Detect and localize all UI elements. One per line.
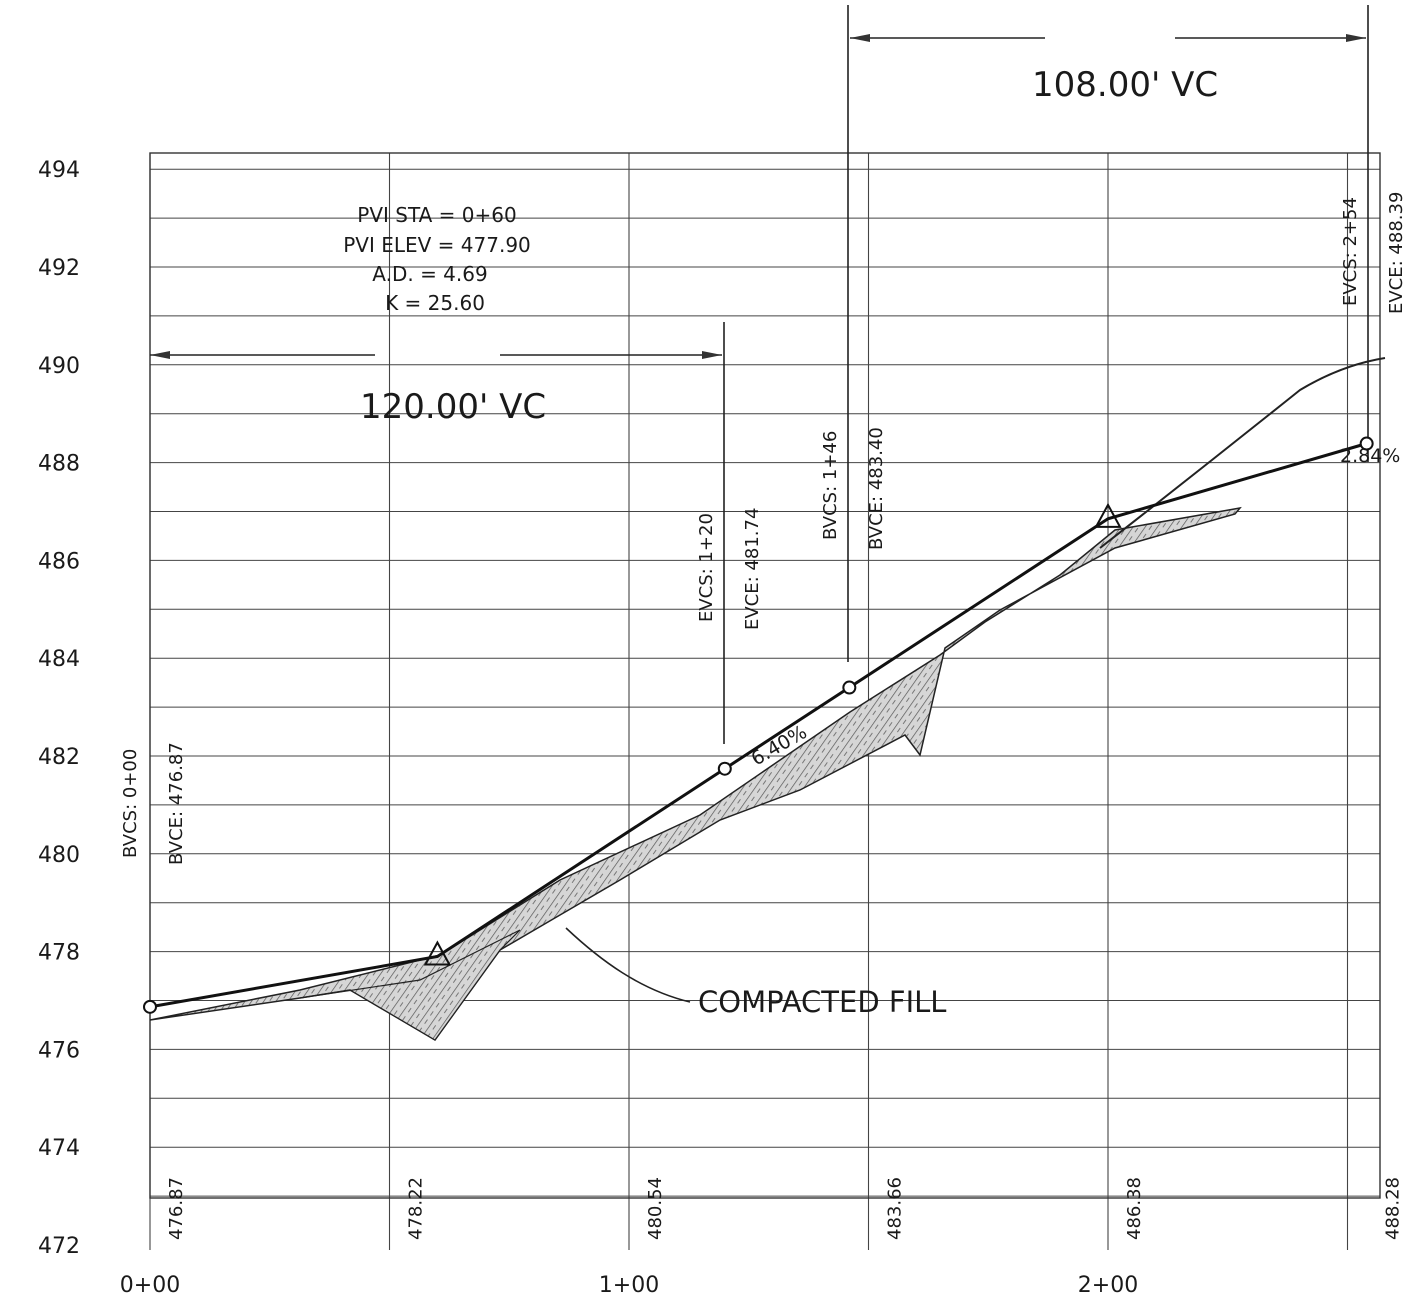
y-tick-label: 494 xyxy=(38,158,80,183)
x-tick-label: 1+00 xyxy=(599,1273,659,1298)
y-tick-label: 474 xyxy=(38,1136,80,1161)
evcs1-callout: EVCS: 1+20 xyxy=(696,513,717,622)
compacted-fill-area xyxy=(149,506,1242,1041)
curve-point-marker xyxy=(717,761,732,776)
pvi-station-text: PVI STA = 0+60 xyxy=(357,203,516,227)
fill-lower-area xyxy=(299,929,521,1041)
curve-point-marker xyxy=(842,680,857,695)
evcs2-callout: EVCS: 2+54 xyxy=(1340,197,1361,306)
evce1-callout: EVCE: 481.74 xyxy=(742,508,763,630)
vc1-length-label: 120.00' VC xyxy=(360,387,546,427)
pvi-elevation-text: PVI ELEV = 477.90 xyxy=(343,233,531,257)
k-value-text: K = 25.60 xyxy=(385,291,485,315)
bottom-elevation-annotations: 476.87 478.22 480.54 483.66 486.38 488.28 xyxy=(166,1177,1404,1240)
compacted-fill-label: COMPACTED FILL xyxy=(698,985,946,1019)
y-tick-label: 476 xyxy=(38,1038,80,1063)
evce2-callout: EVCE: 488.39 xyxy=(1386,192,1407,314)
bottom-elevation-label: 483.66 xyxy=(885,1177,906,1240)
existing-ground-line xyxy=(1099,357,1386,549)
elevation-axis-labels: 494 492 490 488 486 484 482 480 478 476 474 472 xyxy=(38,158,80,1259)
horizontal-grid xyxy=(150,168,1380,1197)
bottom-elevation-label: 486.38 xyxy=(1124,1177,1145,1240)
y-tick-label: 480 xyxy=(38,843,80,868)
y-tick-label: 482 xyxy=(38,745,80,770)
bvce2-callout: BVCE: 483.40 xyxy=(866,427,887,550)
y-tick-label: 492 xyxy=(38,256,80,281)
profile-nodes xyxy=(143,436,1374,1014)
bvcs1-callout: BVCS: 0+00 xyxy=(120,749,141,858)
bottom-elevation-label: 478.22 xyxy=(406,1177,427,1240)
y-tick-label: 478 xyxy=(38,941,80,966)
vc2-length-label: 108.00' VC xyxy=(1032,65,1218,105)
pvi-triangle-marker xyxy=(1094,502,1122,528)
fill-leader-line xyxy=(565,927,691,1003)
y-tick-label: 472 xyxy=(38,1234,80,1259)
pvi-triangle-marker xyxy=(423,940,452,966)
y-tick-label: 486 xyxy=(38,549,80,574)
curve-point-marker xyxy=(1359,436,1374,451)
y-tick-label: 490 xyxy=(38,354,80,379)
bottom-elevation-label: 476.87 xyxy=(166,1177,187,1240)
plot-frame xyxy=(149,152,1381,1199)
x-tick-label: 0+00 xyxy=(120,1273,180,1298)
grade-2-label: 2.84% xyxy=(1340,445,1400,467)
x-tick-label: 2+00 xyxy=(1078,1273,1138,1298)
y-tick-label: 484 xyxy=(38,647,80,672)
vertical-grid xyxy=(149,153,1349,1250)
bottom-elevation-label: 480.54 xyxy=(645,1177,666,1240)
bvce1-callout: BVCE: 476.87 xyxy=(166,742,187,865)
curve-point-marker xyxy=(143,999,157,1014)
station-axis-labels: 0+00 1+00 2+00 xyxy=(120,1273,1138,1298)
y-tick-label: 488 xyxy=(38,452,80,477)
algebraic-difference-text: A.D. = 4.69 xyxy=(372,262,487,286)
bottom-elevation-label: 488.28 xyxy=(1383,1177,1404,1240)
bvcs2-callout: BVCS: 1+46 xyxy=(820,431,841,540)
proposed-grade-line xyxy=(149,442,1368,1009)
